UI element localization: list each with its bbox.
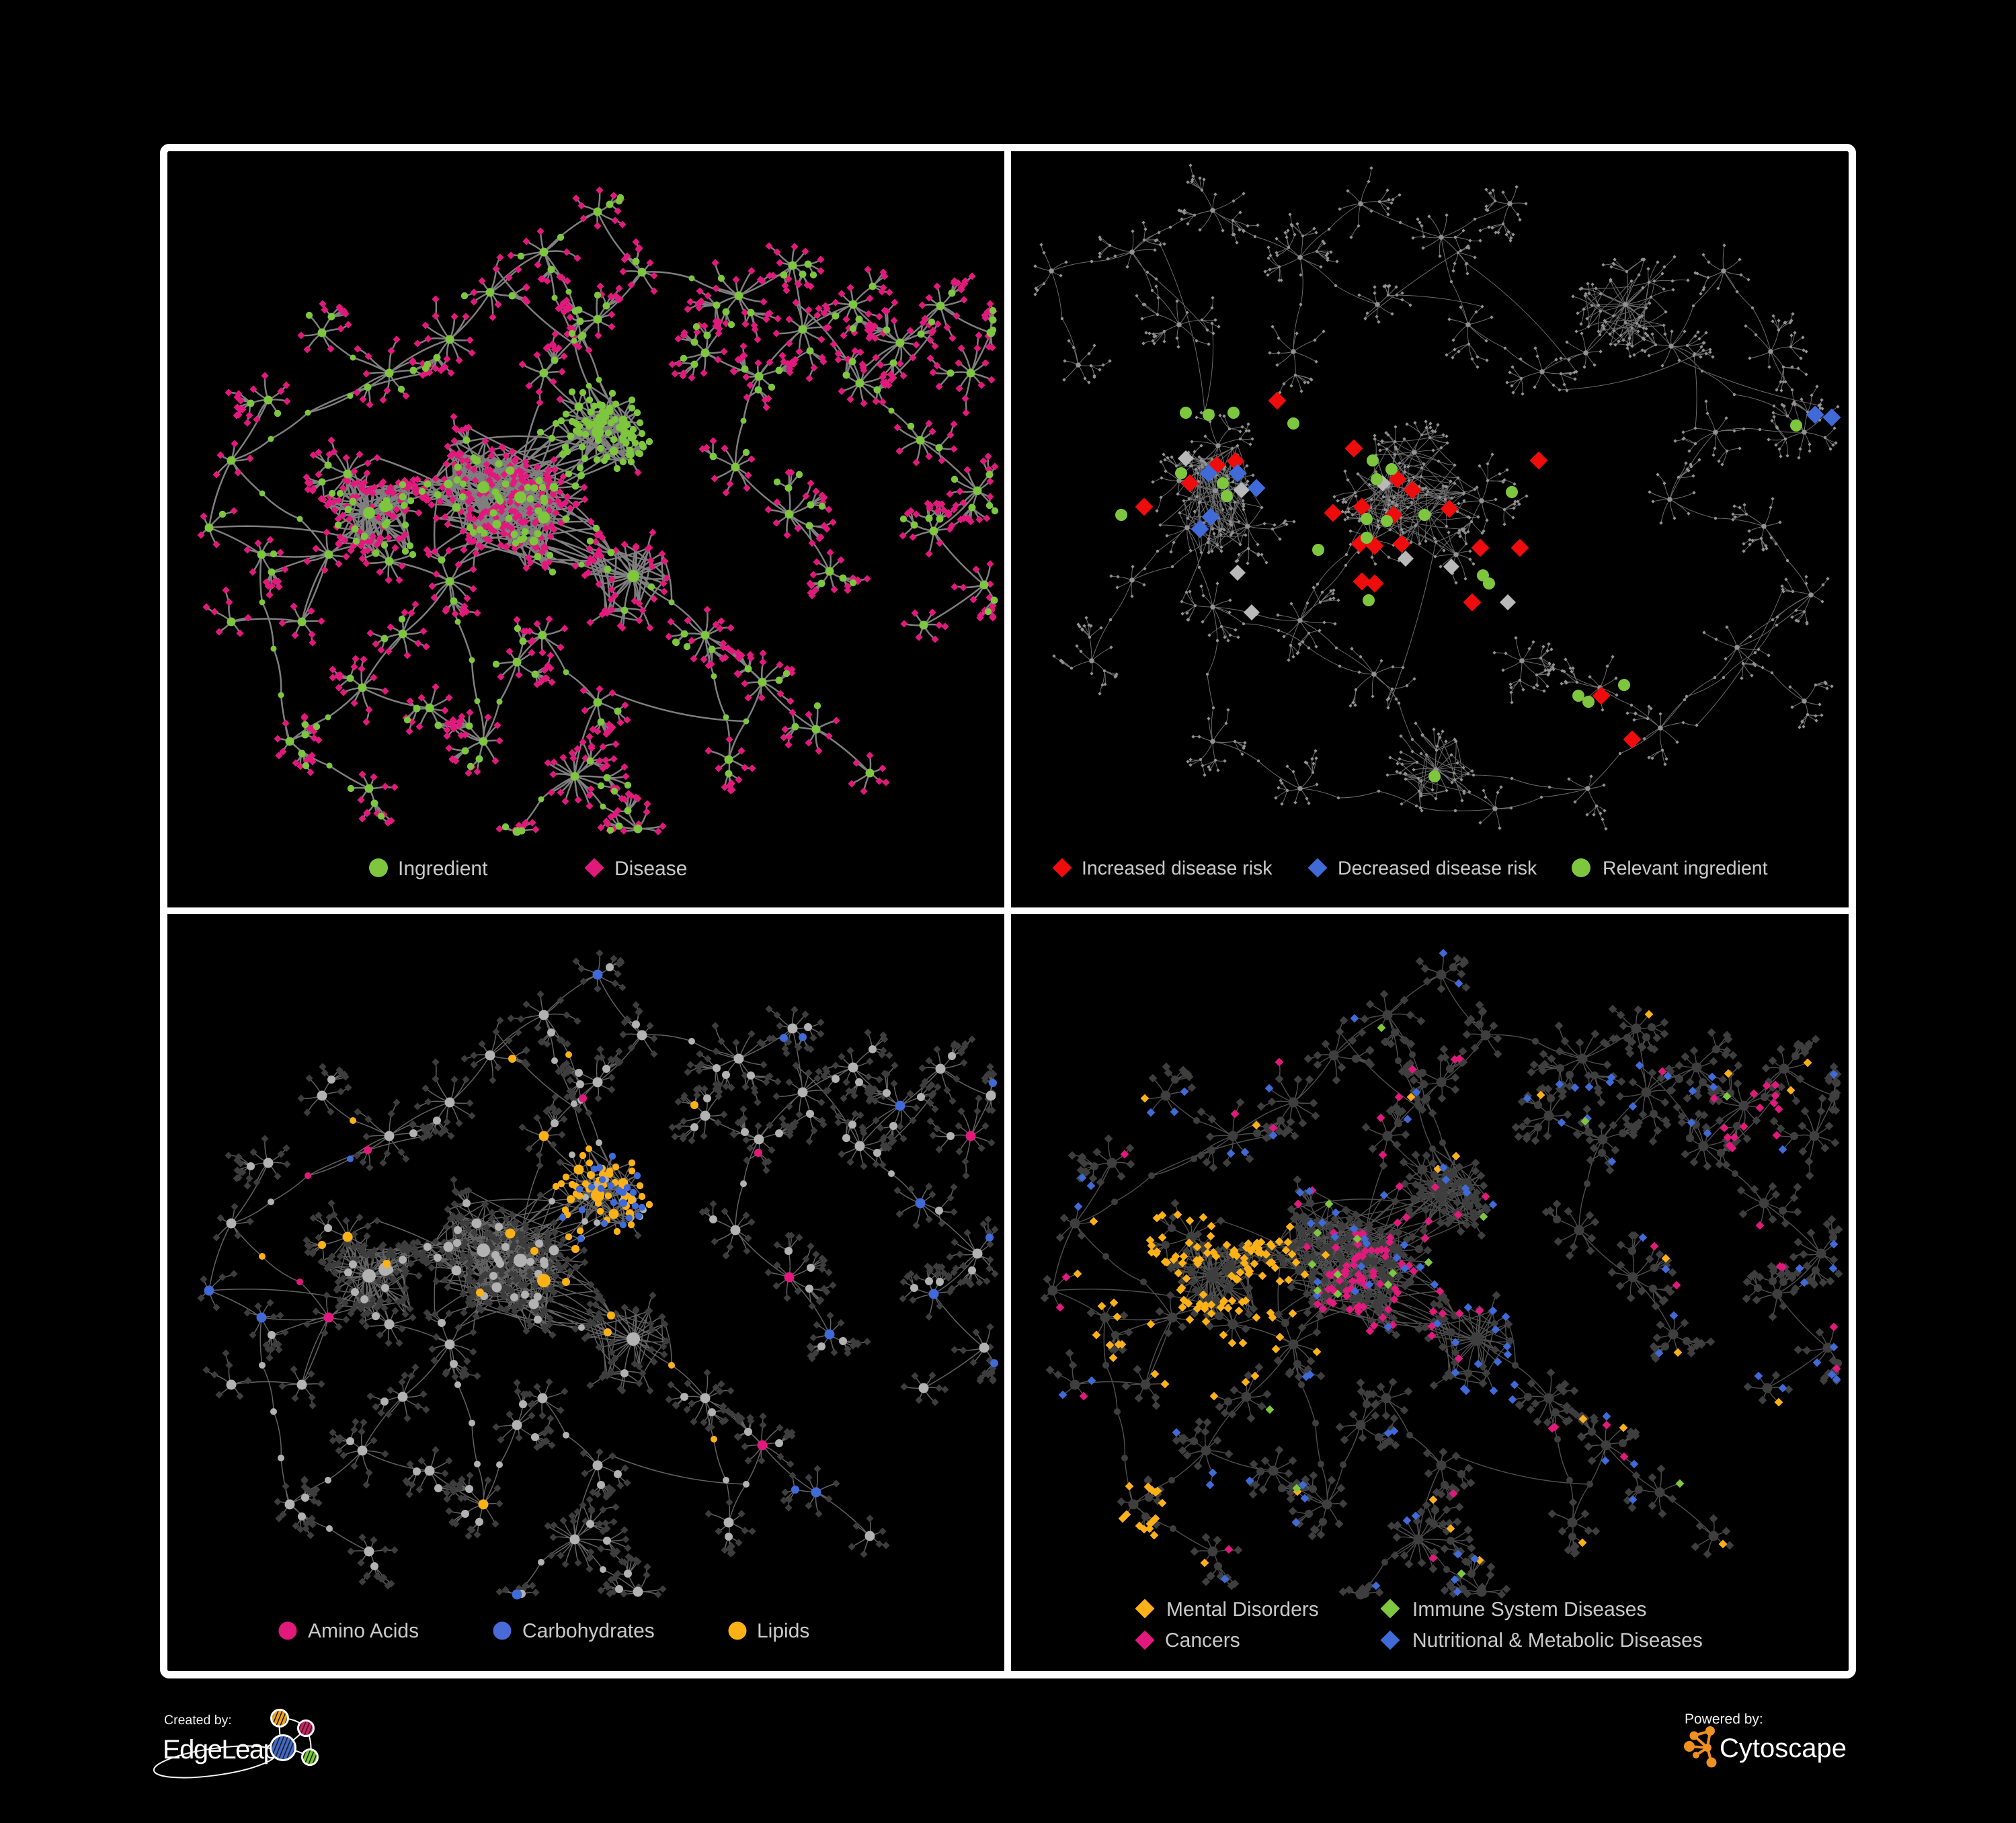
svg-text:Ingredient: Ingredient [398,858,488,880]
svg-text:Lipids: Lipids [757,1620,809,1642]
svg-text:Immune System Diseases: Immune System Diseases [1412,1598,1646,1621]
svg-text:Nutritional & Metabolic Diseas: Nutritional & Metabolic Diseases [1412,1629,1703,1652]
svg-text:Decreased disease risk: Decreased disease risk [1338,858,1537,879]
svg-text:Cancers: Cancers [1165,1629,1240,1652]
svg-text:EdgeLeap: EdgeLeap [163,1735,278,1765]
svg-text:Cytoscape: Cytoscape [1720,1734,1847,1763]
svg-text:Powered by:: Powered by: [1685,1711,1763,1727]
svg-text:Carbohydrates: Carbohydrates [522,1620,655,1642]
svg-text:Amino Acids: Amino Acids [308,1620,419,1642]
svg-text:Increased disease risk: Increased disease risk [1082,858,1273,879]
svg-text:Created by:: Created by: [164,1713,232,1728]
svg-text:Relevant ingredient: Relevant ingredient [1603,858,1768,879]
svg-text:Disease: Disease [614,858,687,880]
svg-text:Mental Disorders: Mental Disorders [1166,1598,1319,1621]
